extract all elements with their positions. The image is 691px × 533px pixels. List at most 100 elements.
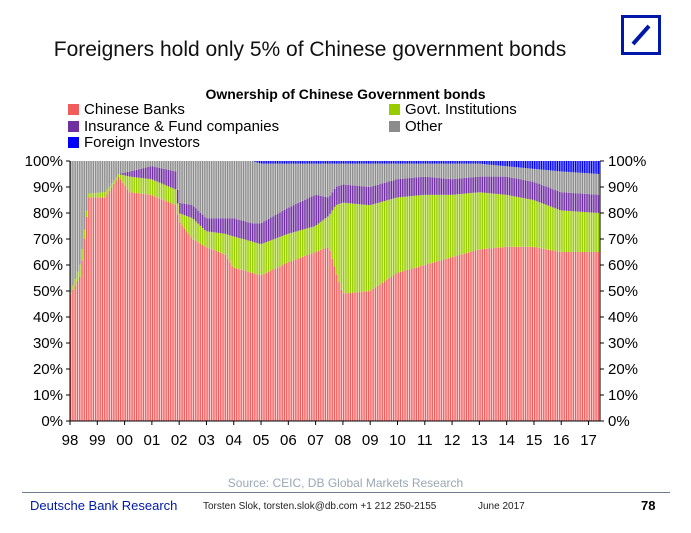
bar-foreign bbox=[279, 161, 281, 164]
bar-banks bbox=[147, 194, 149, 421]
x-tick-label: 09 bbox=[362, 432, 379, 449]
bar-insurance bbox=[320, 195, 322, 222]
bar-insurance bbox=[365, 186, 367, 205]
bar-other bbox=[456, 163, 458, 179]
bar-govt bbox=[295, 231, 297, 260]
bar-other bbox=[429, 163, 431, 178]
bar-insurance bbox=[540, 184, 543, 204]
bar-govt bbox=[201, 227, 204, 245]
bar-banks bbox=[593, 252, 595, 421]
bar-banks bbox=[279, 266, 281, 421]
bar-other bbox=[140, 161, 142, 169]
bar-foreign bbox=[547, 161, 549, 171]
bar-banks bbox=[265, 272, 267, 421]
bar-govt bbox=[254, 242, 256, 274]
bar-govt bbox=[563, 210, 565, 252]
bar-banks bbox=[274, 268, 276, 421]
bar-banks bbox=[483, 248, 486, 421]
bar-banks bbox=[156, 197, 158, 421]
bar-foreign bbox=[468, 161, 470, 164]
bar-insurance bbox=[147, 167, 149, 179]
logo-slash-icon bbox=[631, 24, 651, 46]
bar-insurance bbox=[174, 171, 176, 190]
bar-banks bbox=[220, 252, 222, 421]
bar-other bbox=[222, 161, 224, 219]
bar-govt bbox=[322, 219, 324, 249]
bar-govt bbox=[85, 210, 88, 217]
bar-banks bbox=[258, 275, 261, 421]
bar-insurance bbox=[279, 212, 281, 237]
bar-insurance bbox=[176, 189, 179, 204]
bar-govt bbox=[358, 204, 361, 292]
bar-insurance bbox=[518, 179, 520, 198]
bar-govt bbox=[183, 215, 185, 229]
bar-foreign bbox=[418, 161, 420, 164]
bar-banks bbox=[297, 258, 299, 421]
bar-govt bbox=[106, 189, 108, 195]
bar-other bbox=[402, 163, 404, 179]
bar-foreign bbox=[481, 161, 483, 164]
bar-banks bbox=[465, 252, 468, 421]
bar-insurance bbox=[292, 205, 295, 233]
bar-other bbox=[458, 163, 461, 179]
bar-other bbox=[374, 163, 377, 186]
bar-foreign bbox=[272, 161, 274, 164]
bar-other bbox=[76, 161, 79, 272]
bar-govt bbox=[249, 241, 251, 273]
bar-govt bbox=[302, 229, 304, 257]
bar-banks bbox=[113, 183, 115, 421]
bar-other bbox=[549, 170, 552, 189]
bar-banks bbox=[195, 240, 197, 421]
bar-other bbox=[192, 161, 195, 207]
bar-govt bbox=[493, 193, 495, 248]
bar-insurance bbox=[124, 172, 126, 176]
bar-other bbox=[270, 163, 272, 218]
bar-foreign bbox=[338, 161, 340, 164]
bar-banks bbox=[474, 250, 477, 421]
bar-govt bbox=[238, 237, 240, 270]
bar-foreign bbox=[420, 161, 422, 164]
bar-banks bbox=[518, 246, 520, 421]
bar-other bbox=[431, 163, 433, 178]
bar-insurance bbox=[577, 193, 579, 212]
bar-banks bbox=[402, 271, 404, 421]
bar-banks bbox=[97, 197, 99, 421]
bar-insurance bbox=[584, 193, 586, 213]
bar-insurance bbox=[131, 170, 133, 177]
bar-govt bbox=[277, 237, 279, 268]
bar-govt bbox=[395, 197, 397, 274]
bar-other bbox=[238, 161, 240, 220]
bar-insurance bbox=[211, 218, 213, 232]
bar-foreign bbox=[436, 161, 438, 164]
bar-foreign bbox=[361, 161, 363, 164]
bar-insurance bbox=[477, 176, 479, 193]
bar-insurance bbox=[283, 209, 286, 236]
bar-foreign bbox=[388, 161, 390, 164]
bar-other bbox=[493, 165, 495, 177]
bar-govt bbox=[479, 192, 481, 250]
bar-govt bbox=[361, 204, 363, 292]
bar-other bbox=[534, 168, 536, 183]
bar-banks bbox=[393, 275, 395, 421]
bar-insurance bbox=[224, 218, 226, 234]
bar-other bbox=[256, 162, 258, 224]
bar-foreign bbox=[479, 161, 481, 164]
bar-foreign bbox=[438, 161, 440, 164]
bar-other bbox=[372, 163, 374, 187]
bar-banks bbox=[126, 189, 129, 421]
y-tick-label-left: 70% bbox=[33, 231, 63, 248]
bar-insurance bbox=[245, 221, 247, 240]
x-tick-label: 15 bbox=[526, 432, 543, 449]
x-tick-label: 03 bbox=[198, 432, 215, 449]
bar-banks bbox=[70, 294, 72, 421]
bar-govt bbox=[104, 192, 106, 198]
bar-insurance bbox=[404, 178, 406, 197]
bar-govt bbox=[427, 194, 429, 265]
bar-govt bbox=[518, 197, 520, 247]
bar-insurance bbox=[120, 173, 122, 175]
bar-govt bbox=[363, 204, 365, 292]
bar-govt bbox=[120, 174, 122, 180]
bar-foreign bbox=[461, 161, 463, 164]
bar-insurance bbox=[554, 190, 556, 209]
bar-other bbox=[388, 163, 390, 182]
